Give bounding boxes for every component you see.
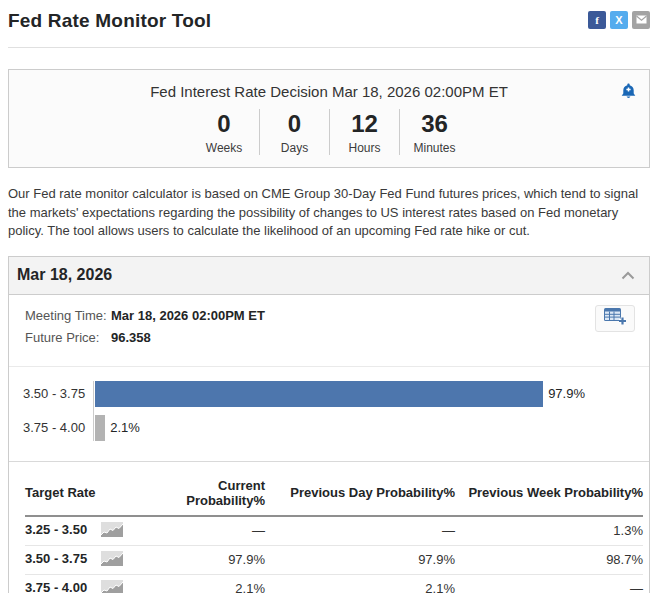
- twitter-share-button[interactable]: X: [610, 11, 628, 29]
- meeting-card-body: Meeting Time: Mar 18, 2026 02:00PM ET Fu…: [9, 295, 649, 593]
- bar-row: 3.50 - 3.75 97.9%: [95, 381, 649, 407]
- current-probability-cell: —: [157, 516, 265, 546]
- facebook-share-button[interactable]: f: [588, 11, 606, 29]
- previous-day-cell: 2.1%: [265, 574, 455, 593]
- countdown-minutes: 36 Minutes: [399, 109, 469, 155]
- page-title: Fed Rate Monitor Tool: [8, 10, 211, 32]
- table-row: 3.25 - 3.50 — — 1.3%: [25, 516, 643, 546]
- countdown-weeks: 0 Weeks: [189, 109, 259, 155]
- email-icon: [636, 14, 647, 26]
- table-row: 3.75 - 4.00 2.1% 2.1% —: [25, 574, 643, 593]
- previous-day-cell: —: [265, 516, 455, 546]
- table-header-row: Target Rate Current Probability% Previou…: [25, 472, 643, 516]
- chart-plot-area: 3.50 - 3.75 97.9% 3.75 - 4.00 2.1%: [93, 381, 649, 441]
- future-price-row: Future Price: 96.358: [25, 330, 633, 345]
- future-price-value: 96.358: [111, 330, 151, 345]
- table-plus-icon: [603, 307, 627, 329]
- sparkline-chart-icon[interactable]: [101, 554, 123, 569]
- meeting-date-title: Mar 18, 2026: [17, 266, 112, 284]
- fed-rate-monitor-page: Fed Rate Monitor Tool f X Fed Interest R…: [0, 0, 658, 593]
- bar-track: 2.1%: [95, 415, 585, 441]
- countdown-units: 0 Weeks 0 Days 12 Hours 36 Minutes: [9, 109, 649, 155]
- email-share-button[interactable]: [632, 11, 650, 29]
- sparkline-chart-icon[interactable]: [101, 583, 123, 593]
- current-probability-cell: 97.9%: [157, 545, 265, 574]
- weeks-value: 0: [189, 111, 259, 137]
- meeting-info: Meeting Time: Mar 18, 2026 02:00PM ET Fu…: [9, 295, 649, 358]
- countdown-panel: Fed Interest Rate Decision Mar 18, 2026 …: [8, 69, 650, 168]
- previous-day-cell: 97.9%: [265, 545, 455, 574]
- weeks-label: Weeks: [189, 141, 259, 155]
- bar-value-label: 2.1%: [110, 420, 140, 435]
- meeting-card: Mar 18, 2026 Meeting Time: Mar 18, 2026 …: [8, 256, 650, 593]
- twitter-x-icon: X: [615, 14, 622, 26]
- header-divider: [8, 47, 650, 48]
- col-current-probability: Current Probability%: [157, 472, 265, 516]
- facebook-icon: f: [595, 14, 599, 26]
- target-rate-cell: 3.25 - 3.50: [25, 516, 157, 546]
- minutes-label: Minutes: [400, 141, 469, 155]
- previous-week-cell: 1.3%: [455, 516, 643, 546]
- bar-row: 3.75 - 4.00 2.1%: [95, 415, 649, 441]
- countdown-title: Fed Interest Rate Decision Mar 18, 2026 …: [9, 83, 649, 100]
- previous-week-cell: 98.7%: [455, 545, 643, 574]
- add-to-calendar-button[interactable]: [595, 305, 635, 332]
- col-previous-week-probability: Previous Week Probability%: [455, 472, 643, 516]
- previous-week-cell: —: [455, 574, 643, 593]
- meeting-time-value: Mar 18, 2026 02:00PM ET: [111, 308, 265, 323]
- hours-value: 12: [330, 111, 399, 137]
- current-probability-cell: 2.1%: [157, 574, 265, 593]
- future-price-label: Future Price:: [25, 330, 111, 345]
- alert-bell-button[interactable]: [621, 83, 636, 103]
- countdown-days: 0 Days: [259, 109, 329, 155]
- bar-category-label: 3.75 - 4.00: [11, 420, 87, 435]
- minutes-value: 36: [400, 111, 469, 137]
- target-rate-cell: 3.75 - 4.00: [25, 574, 157, 593]
- probability-table: Target Rate Current Probability% Previou…: [25, 472, 643, 593]
- chevron-up-icon: [621, 266, 635, 284]
- bar-category-label: 3.50 - 3.75: [11, 386, 87, 401]
- hours-label: Hours: [330, 141, 399, 155]
- bar-track: 97.9%: [95, 381, 585, 407]
- page-header: Fed Rate Monitor Tool f X: [0, 0, 658, 32]
- bar-value-label: 97.9%: [548, 386, 585, 401]
- col-previous-day-probability: Previous Day Probability%: [265, 472, 455, 516]
- probability-bar-chart: 3.50 - 3.75 97.9% 3.75 - 4.00 2.1%: [9, 366, 649, 462]
- sparkline-chart-icon[interactable]: [101, 525, 123, 540]
- tool-description: Our Fed rate monitor calculator is based…: [8, 185, 650, 240]
- col-target-rate: Target Rate: [25, 472, 157, 516]
- probability-bar-gray: [95, 415, 105, 441]
- meeting-time-row: Meeting Time: Mar 18, 2026 02:00PM ET: [25, 308, 633, 323]
- target-rate-cell: 3.50 - 3.75: [25, 545, 157, 574]
- share-buttons: f X: [588, 11, 650, 29]
- meeting-time-label: Meeting Time:: [25, 308, 111, 323]
- probability-bar-blue: [95, 381, 543, 407]
- table-row: 3.50 - 3.75 97.9% 97.9% 98.7%: [25, 545, 643, 574]
- countdown-hours: 12 Hours: [329, 109, 399, 155]
- days-label: Days: [260, 141, 329, 155]
- bell-plus-icon: [621, 88, 636, 103]
- meeting-card-header[interactable]: Mar 18, 2026: [9, 257, 649, 295]
- days-value: 0: [260, 111, 329, 137]
- probability-table-wrap: Target Rate Current Probability% Previou…: [9, 462, 649, 593]
